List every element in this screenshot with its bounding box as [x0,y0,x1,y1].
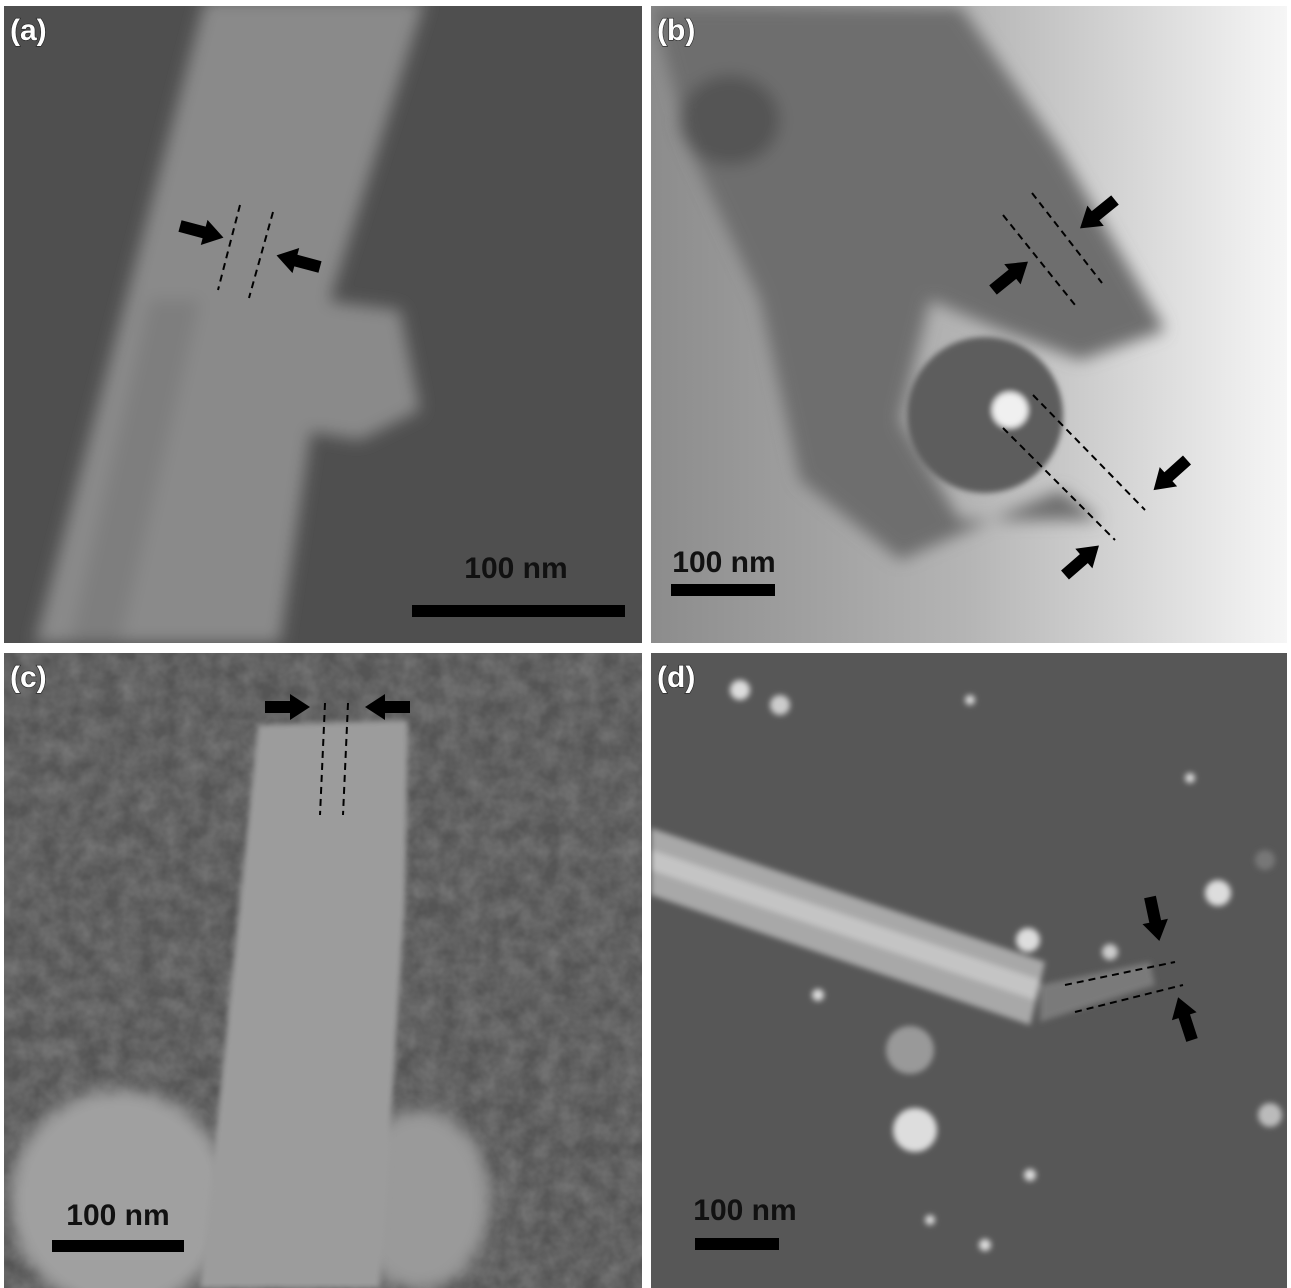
panel-label: (d) [657,661,695,694]
scale-bar-label: 100 nm [464,552,567,585]
scale-bar [695,1238,779,1250]
figure: 100 nm (a) 100 nm (b) [0,0,1291,1288]
panel-label: (a) [10,14,47,47]
scale-bar [412,605,625,617]
scale-bar [52,1240,184,1252]
scale-bar [671,584,775,596]
scale-bar-label: 100 nm [66,1199,169,1232]
panel-d: 100 nm (d) [651,653,1287,1288]
panel-b: 100 nm (b) [651,6,1287,643]
panel-c: 100 nm (c) [4,653,642,1288]
panel-a: 100 nm (a) [4,0,642,643]
scale-bar-label: 100 nm [672,546,775,579]
panel-label: (c) [10,661,47,694]
panel-label: (b) [657,14,695,47]
scale-bar-label: 100 nm [693,1194,796,1227]
